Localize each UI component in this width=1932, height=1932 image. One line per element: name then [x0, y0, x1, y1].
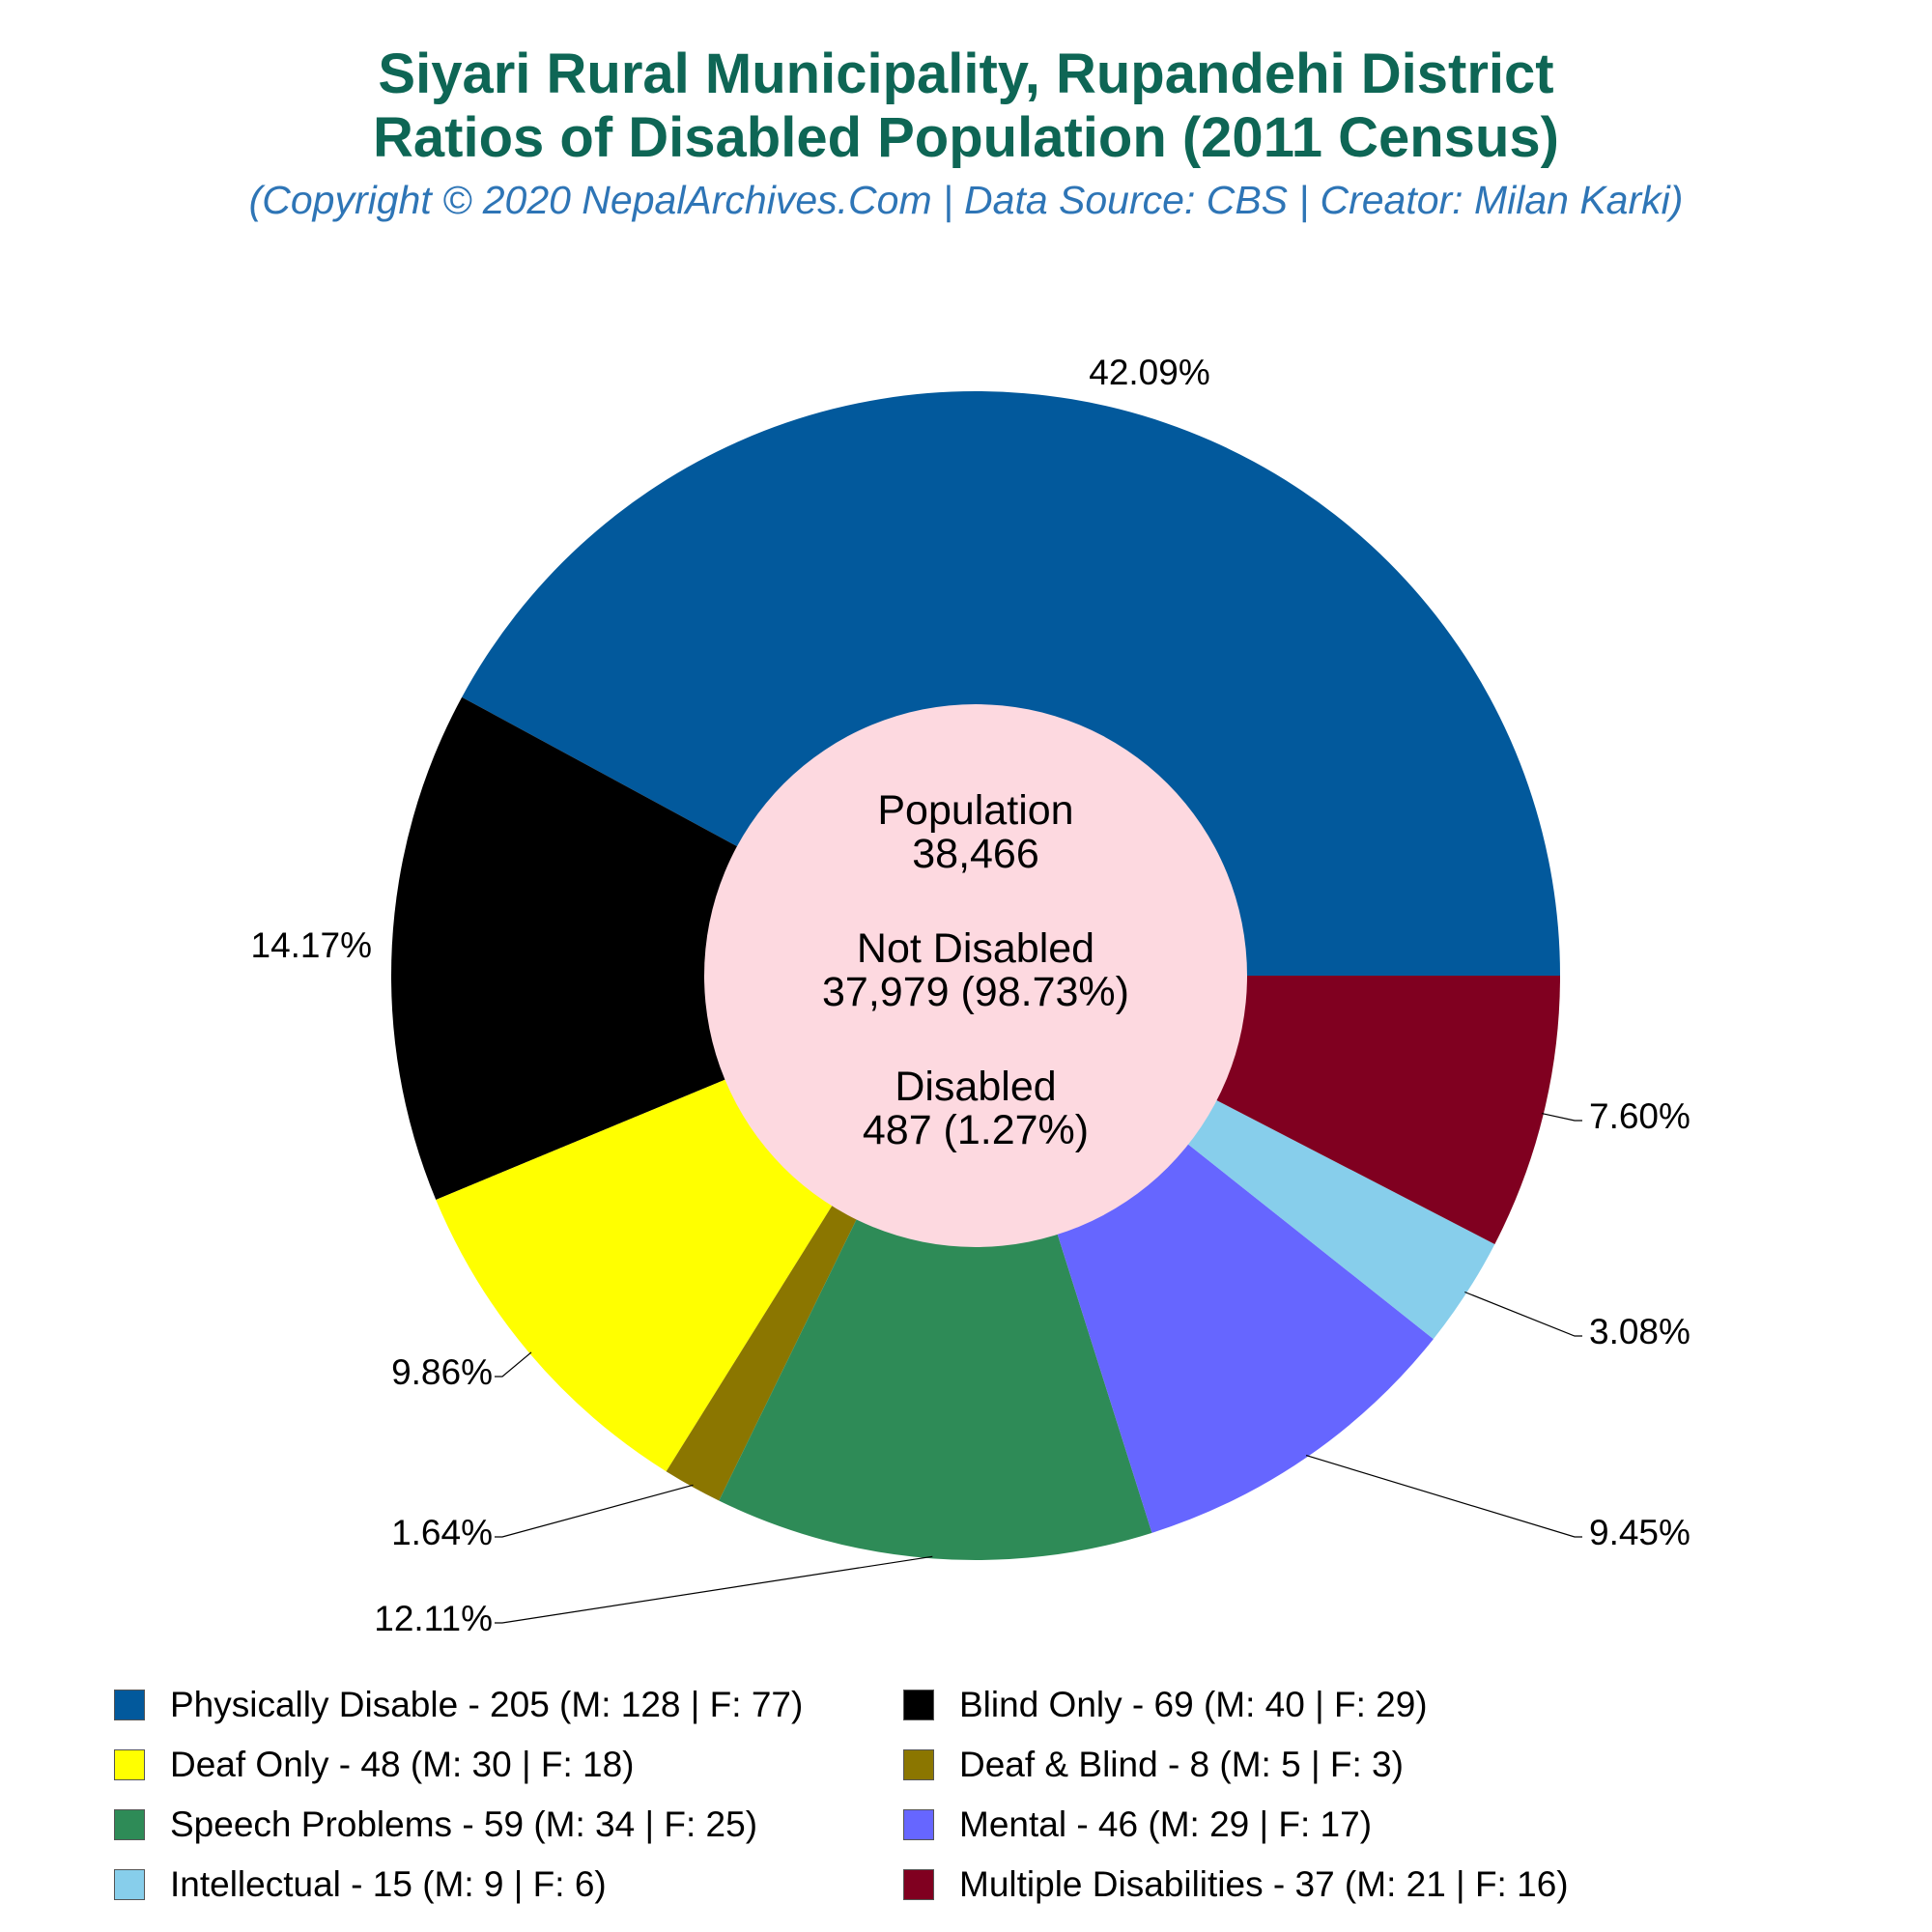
leader-line: [495, 1484, 694, 1538]
center-circle: [704, 704, 1247, 1247]
center-disabled-label: Disabled: [895, 1064, 1056, 1110]
slice-percent-label: 3.08%: [1589, 1312, 1690, 1351]
legend-item: Intellectual - 15 (M: 9 | F: 6): [114, 1856, 607, 1914]
legend-item: Multiple Disabilities - 37 (M: 21 | F: 1…: [903, 1856, 1569, 1914]
legend-item: Deaf & Blind - 8 (M: 5 | F: 3): [903, 1736, 1404, 1794]
legend-swatch: [903, 1749, 934, 1780]
center-population-label: Population: [877, 787, 1073, 834]
slice-percent-label: 14.17%: [251, 925, 373, 965]
center-not-disabled-value: 37,979 (98.73%): [822, 969, 1129, 1015]
legend-item: Mental - 46 (M: 29 | F: 17): [903, 1796, 1372, 1854]
slice-percent-label: 12.11%: [374, 1599, 493, 1638]
legend-item: Physically Disable - 205 (M: 128 | F: 77…: [114, 1676, 803, 1734]
leader-line: [1305, 1455, 1582, 1538]
chart-title-line2: Ratios of Disabled Population (2011 Cens…: [373, 106, 1559, 169]
chart-subtitle: (Copyright © 2020 NepalArchives.Com | Da…: [248, 178, 1684, 222]
legend-swatch: [114, 1869, 145, 1900]
legend-swatch: [114, 1690, 145, 1720]
pie-slice: [719, 976, 1152, 1560]
pie-slice: [462, 390, 1560, 976]
slice-percent-label: 7.60%: [1589, 1096, 1690, 1136]
donut-chart: 42.09% 14.17% 9.86% 1.64% 12.11% 9.45% 3.08% 7.…: [251, 353, 1690, 1638]
slice-percent-label: 42.09%: [1089, 353, 1210, 392]
legend-label: Multiple Disabilities - 37 (M: 21 | F: 1…: [959, 1864, 1569, 1904]
chart-title-line1: Siyari Rural Municipality, Rupandehi Dis…: [378, 43, 1554, 105]
center-disabled-value: 487 (1.27%): [863, 1107, 1089, 1153]
pie-slice: [390, 696, 976, 1200]
leader-line: [1464, 1291, 1582, 1337]
center-population-value: 38,466: [912, 831, 1039, 877]
center-not-disabled-label: Not Disabled: [857, 925, 1094, 972]
legend-item: Blind Only - 69 (M: 40 | F: 29): [903, 1676, 1428, 1734]
slice-percent-label: 1.64%: [391, 1513, 493, 1552]
legend-swatch: [903, 1690, 934, 1720]
leader-line: [495, 1555, 933, 1624]
legend-item: Speech Problems - 59 (M: 34 | F: 25): [114, 1796, 757, 1854]
legend-label: Deaf & Blind - 8 (M: 5 | F: 3): [959, 1745, 1404, 1784]
legend-swatch: [903, 1809, 934, 1840]
legend-item: Deaf Only - 48 (M: 30 | F: 18): [114, 1736, 635, 1794]
slice-percent-label: 9.45%: [1589, 1513, 1690, 1552]
legend-label: Deaf Only - 48 (M: 30 | F: 18): [170, 1745, 635, 1784]
leader-line: [1541, 1113, 1582, 1122]
legend-label: Blind Only - 69 (M: 40 | F: 29): [959, 1685, 1428, 1724]
legend-label: Intellectual - 15 (M: 9 | F: 6): [170, 1864, 607, 1904]
legend-label: Mental - 46 (M: 29 | F: 17): [959, 1804, 1373, 1844]
legend-label: Physically Disable - 205 (M: 128 | F: 77…: [170, 1685, 804, 1724]
legend-label: Speech Problems - 59 (M: 34 | F: 25): [170, 1804, 758, 1844]
slice-percent-label: 9.86%: [391, 1352, 493, 1392]
leader-line: [495, 1351, 532, 1378]
legend-swatch: [903, 1869, 934, 1900]
legend-swatch: [114, 1749, 145, 1780]
legend-swatch: [114, 1809, 145, 1840]
